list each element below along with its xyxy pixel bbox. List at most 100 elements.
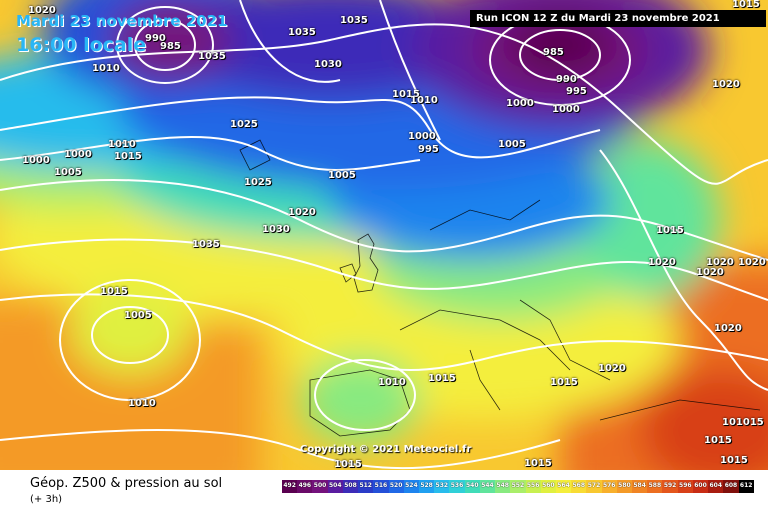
- color-scale-value: 544: [481, 482, 494, 489]
- color-scale-value: 516: [374, 482, 388, 489]
- isobar-label: 1035: [192, 239, 220, 250]
- color-scale-cell: [312, 480, 328, 493]
- isobar-label: 1015: [428, 373, 456, 384]
- isobar-label: 1000: [552, 104, 580, 115]
- isobar-label: 1015: [392, 89, 420, 100]
- isobar-label: 1015: [334, 459, 362, 470]
- color-scale-value: 560: [542, 482, 555, 489]
- isobar-label: 1020: [706, 257, 734, 268]
- color-scale-value: 576: [602, 482, 616, 489]
- color-scale-cell: [601, 480, 617, 493]
- color-scale-cell: [464, 480, 480, 493]
- color-scale-value: 504: [329, 482, 342, 489]
- color-scale-value: 528: [420, 482, 433, 489]
- isobar-label: 1010: [378, 377, 406, 388]
- isobar-label: 1020: [712, 79, 740, 90]
- color-scale-cell: [647, 480, 663, 493]
- color-scale-cell: [632, 480, 648, 493]
- color-scale-labels: 492 496 500 504 508 512 516 520 524 528 532 536 540 5…: [282, 479, 754, 493]
- isobar-label: 1010: [92, 63, 120, 74]
- color-scale-cell: [479, 480, 496, 493]
- isobar-label: 1035: [288, 27, 316, 38]
- color-scale-value: 600: [694, 482, 707, 489]
- isobar-label: 1035: [340, 15, 368, 26]
- isobar-label: 990: [556, 74, 577, 85]
- color-scale-cell: [510, 480, 526, 493]
- color-scale-cell: [540, 480, 556, 493]
- color-scale-cell: [616, 480, 633, 493]
- isobar-label: 1005: [498, 139, 526, 150]
- isobar-label: 985: [543, 47, 564, 58]
- isobar-label: 1010: [108, 139, 136, 150]
- color-scale-cell: [388, 480, 404, 493]
- color-scale-cell: [586, 480, 602, 493]
- color-scale-cell: [373, 480, 389, 493]
- isobar-label: 1020: [696, 267, 724, 278]
- color-scale-cell: [555, 480, 572, 493]
- isobar-label: 1020: [648, 257, 676, 268]
- isobar-label: 1000: [64, 149, 92, 160]
- map-graphic: [0, 0, 768, 470]
- isobar-label: 1015: [656, 225, 684, 236]
- color-scale-value: 584: [633, 482, 646, 489]
- date-label: Mardi 23 novembre 2021: [16, 12, 228, 30]
- color-scale-value: 588: [648, 482, 662, 489]
- color-scale-cell: [434, 480, 450, 493]
- isobar-label: 995: [418, 144, 439, 155]
- color-scale-cell: [525, 480, 541, 493]
- color-scale-cell: [418, 480, 435, 493]
- color-scale-value: 608: [724, 482, 738, 489]
- color-scale-value: 520: [389, 482, 403, 489]
- color-scale-value: 500: [313, 482, 327, 489]
- isobar-label: 1000: [506, 98, 534, 109]
- isobar-label: 1025: [244, 177, 272, 188]
- color-scale-value: 536: [450, 482, 464, 489]
- isobar-label: 1005: [54, 167, 82, 178]
- isobar-label: 1000: [22, 155, 50, 166]
- color-scale-cell: [327, 480, 343, 493]
- color-scale-cell: [708, 480, 724, 493]
- footer: Géop. Z500 & pression au sol (+ 3h) 492 4…: [0, 470, 768, 512]
- isobar-label: 1020: [738, 257, 766, 268]
- copyright-label: Copyright © 2021 Meteociel.fr: [300, 444, 472, 455]
- isobar-label: 1020: [28, 5, 56, 16]
- color-scale-cell: [692, 480, 709, 493]
- isobar-label: 1015: [704, 435, 732, 446]
- isobar-label: 1015: [114, 151, 142, 162]
- color-scale-cell: [738, 480, 754, 493]
- isobar-label: 1025: [230, 119, 258, 130]
- color-scale-value: 564: [557, 482, 570, 489]
- color-scale-cell: [282, 480, 298, 493]
- color-scale-cell: [403, 480, 419, 493]
- color-scale-value: 568: [572, 482, 586, 489]
- color-scale-cell: [449, 480, 465, 493]
- color-scale-cell: [677, 480, 693, 493]
- isobar-label: 1020: [598, 363, 626, 374]
- color-scale: [282, 480, 754, 493]
- isobar-label: 1010: [128, 398, 156, 409]
- color-scale-cell: [662, 480, 678, 493]
- isobar-label: 1015: [100, 286, 128, 297]
- run-label: Run ICON 12 Z du Mardi 23 novembre 2021: [470, 10, 766, 27]
- color-scale-cell: [723, 480, 739, 493]
- forecast-offset: (+ 3h): [30, 494, 63, 505]
- weather-map: [0, 0, 768, 470]
- color-scale-value: 548: [496, 482, 509, 489]
- chart-title: Géop. Z500 & pression au sol: [30, 476, 223, 491]
- isobar-label: 1015: [720, 455, 748, 466]
- isobar-label: 1015: [524, 458, 552, 469]
- isobar-label: 1020: [288, 207, 316, 218]
- color-scale-value: 512: [359, 482, 372, 489]
- color-scale-value: 580: [618, 482, 631, 489]
- isobar-label: 1015: [550, 377, 578, 388]
- isobar-label: 1030: [262, 224, 290, 235]
- color-scale-value: 508: [344, 482, 357, 489]
- color-scale-cell: [495, 480, 511, 493]
- color-scale-value: 532: [435, 482, 449, 489]
- isobar-label: 1030: [314, 59, 342, 70]
- color-scale-value: 524: [405, 482, 418, 489]
- color-scale-cell: [571, 480, 587, 493]
- isobar-label: 101015: [722, 417, 764, 428]
- color-scale-value: 592: [663, 482, 677, 489]
- isobar-lines: [0, 0, 768, 470]
